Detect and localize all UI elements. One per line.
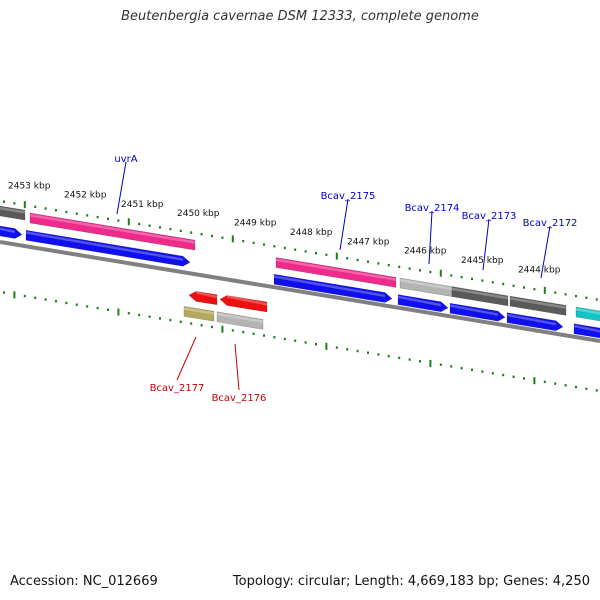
gene-bar-uvrA-highlight bbox=[30, 213, 195, 244]
gene-label-Bcav_2177-leader bbox=[176, 336, 197, 381]
gene-label-Bcav_2174-leader bbox=[428, 210, 433, 265]
gene-bar-Bcav_2176 bbox=[216, 311, 264, 330]
gene-bar bbox=[0, 205, 26, 221]
cds-arrow-Bcav_2176 bbox=[219, 295, 268, 313]
gene-bar-Bcav_2175 bbox=[275, 257, 397, 288]
gene-bar-Bcav_2172 bbox=[509, 295, 567, 316]
kbp-label: 2450 kbp bbox=[177, 209, 220, 219]
gene-label-uvrA-leader bbox=[116, 161, 127, 215]
cds-arrow-Bcav_2175 bbox=[273, 273, 393, 303]
topology-label: Topology: circular; Length: 4,669,183 bp… bbox=[232, 574, 590, 589]
gene-label-Bcav_2176: Bcav_2176 bbox=[212, 393, 267, 404]
feature-tracks bbox=[0, 205, 600, 339]
gene-bar-Bcav_2173 bbox=[451, 286, 509, 307]
map-title: Beutenbergia cavernae DSM 12333, complet… bbox=[121, 9, 479, 24]
cds-arrow-Bcav_2172 bbox=[506, 312, 564, 332]
gene-bar-Bcav_2176-highlight bbox=[217, 312, 263, 323]
gene-bar-highlight bbox=[0, 207, 25, 214]
kbp-label: 2445 kbp bbox=[461, 256, 504, 266]
outer-tick-ring bbox=[3, 200, 598, 301]
kbp-label: 2444 kbp bbox=[518, 265, 561, 275]
kbp-label: 2451 kbp bbox=[121, 200, 164, 210]
kbp-label: 2446 kbp bbox=[404, 247, 447, 257]
gene-label-Bcav_2172-leader bbox=[540, 225, 551, 279]
gene-bar-highlight bbox=[576, 308, 600, 315]
gene-label-uvrA: uvrA bbox=[114, 154, 137, 165]
cds-arrow-Bcav_2174-highlight bbox=[398, 295, 441, 307]
kbp-label: 2448 kbp bbox=[290, 228, 333, 238]
cds-arrow-Bcav_2176-highlight bbox=[227, 295, 267, 306]
kbp-label: 2452 kbp bbox=[64, 191, 107, 201]
cds-arrow bbox=[0, 225, 23, 239]
gene-bar-Bcav_2172-highlight bbox=[510, 297, 566, 309]
kbp-label: 2447 kbp bbox=[347, 237, 390, 247]
cds-arrow-highlight bbox=[0, 227, 15, 234]
gene-label-Bcav_2175: Bcav_2175 bbox=[321, 191, 376, 202]
cds-arrow-Bcav_2175-highlight bbox=[274, 275, 385, 298]
gene-bar-Bcav_2177-highlight bbox=[184, 307, 214, 315]
kbp-label: 2453 kbp bbox=[8, 181, 51, 191]
accession-label: Accession: NC_012669 bbox=[10, 574, 158, 589]
gene-bar-Bcav_2173-highlight bbox=[452, 287, 508, 300]
cds-arrow-Bcav_2177-highlight bbox=[196, 291, 217, 299]
genome-backbone bbox=[0, 240, 600, 343]
gene-label-Bcav_2175-leader bbox=[339, 198, 349, 251]
gene-label-Bcav_2174: Bcav_2174 bbox=[405, 203, 460, 214]
gene-bar-uvrA bbox=[29, 212, 196, 251]
cds-arrow-Bcav_2174 bbox=[397, 294, 449, 313]
feature-labels: 2453 kbp 2452 kbp 2451 kbp 2450 kbp 2449 kbp… bbox=[8, 154, 577, 404]
kbp-label: 2449 kbp bbox=[234, 219, 277, 229]
cds-arrow-uvrA-highlight bbox=[26, 231, 183, 261]
cds-arrow-highlight bbox=[574, 324, 600, 333]
gene-bar-Bcav_2177 bbox=[183, 306, 215, 322]
gene-label-Bcav_2172: Bcav_2172 bbox=[523, 218, 578, 229]
gene-label-Bcav_2176-leader bbox=[234, 343, 240, 391]
backbone-line bbox=[0, 240, 600, 343]
cds-arrow-Bcav_2173 bbox=[449, 302, 506, 322]
cds-arrow-uvrA bbox=[25, 229, 191, 267]
gene-bar bbox=[575, 306, 600, 322]
gene-bar-Bcav_2175-highlight bbox=[276, 258, 396, 281]
cds-arrow-Bcav_2172-highlight bbox=[507, 313, 556, 326]
gene-bar-Bcav_2174-highlight bbox=[400, 279, 452, 291]
cds-arrow-Bcav_2173-highlight bbox=[450, 304, 498, 316]
gene-label-Bcav_2173: Bcav_2173 bbox=[462, 211, 517, 222]
gene-label-Bcav_2177: Bcav_2177 bbox=[150, 383, 205, 394]
gene-label-Bcav_2173-leader bbox=[482, 218, 490, 271]
cds-arrow-Bcav_2177 bbox=[188, 291, 218, 306]
inner-tick-ring bbox=[3, 291, 598, 392]
